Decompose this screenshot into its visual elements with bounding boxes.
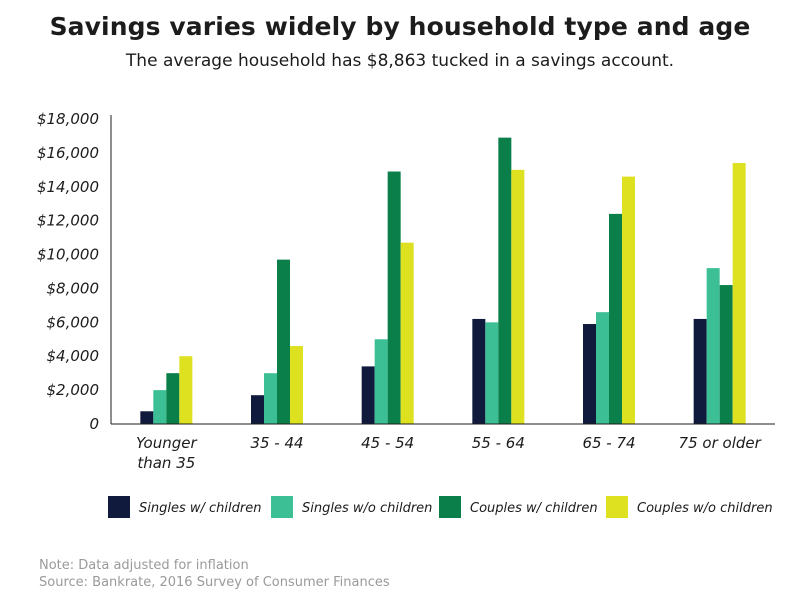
x-axis: Younger than 35 35 - 44 45 - 54 55 - 64 65 - … bbox=[111, 423, 775, 472]
legend-label: Couples w/ children bbox=[470, 501, 598, 516]
bar bbox=[264, 373, 277, 424]
y-tick-label: $18,000 bbox=[37, 110, 99, 128]
source-text: Source: Bankrate, 2016 Survey of Consume… bbox=[39, 575, 390, 590]
bar bbox=[732, 163, 746, 425]
legend-swatch bbox=[606, 496, 628, 518]
footnotes: Note: Data adjusted for inflation Source… bbox=[39, 557, 390, 591]
bar bbox=[387, 171, 401, 424]
legend-label: Singles w/ children bbox=[139, 501, 261, 516]
legend-label: Singles w/o children bbox=[302, 501, 432, 516]
y-tick-label: $16,000 bbox=[37, 144, 99, 162]
x-tick-label: 65 - 74 bbox=[582, 434, 635, 452]
bar bbox=[596, 312, 609, 424]
bar bbox=[140, 411, 154, 424]
y-tick-label: $12,000 bbox=[37, 212, 99, 230]
x-tick-label: than 35 bbox=[137, 454, 195, 472]
legend-swatch bbox=[439, 496, 461, 518]
bar bbox=[290, 346, 303, 424]
legend: Singles w/ children Singles w/o children C… bbox=[108, 496, 773, 518]
bar bbox=[166, 373, 180, 424]
legend-swatch bbox=[271, 496, 293, 518]
bar bbox=[400, 242, 414, 424]
bar bbox=[374, 339, 388, 424]
x-tick-label: 55 - 64 bbox=[472, 434, 525, 452]
bar bbox=[361, 366, 375, 424]
bar bbox=[693, 318, 707, 424]
bar bbox=[179, 356, 193, 424]
bar bbox=[485, 322, 499, 424]
y-tick-label: $4,000 bbox=[47, 347, 100, 365]
y-tick-label: $10,000 bbox=[37, 246, 99, 264]
bar bbox=[472, 318, 486, 424]
bar bbox=[622, 176, 635, 424]
bar bbox=[583, 324, 596, 424]
bar bbox=[511, 169, 525, 424]
x-tick-label: 75 or older bbox=[679, 434, 762, 452]
legend-label: Couples w/o children bbox=[637, 501, 773, 516]
y-tick-label: 0 bbox=[89, 415, 99, 433]
x-tick-label: Younger bbox=[136, 434, 197, 452]
note-text: Note: Data adjusted for inflation bbox=[39, 558, 249, 573]
legend-swatch bbox=[108, 496, 130, 518]
chart-subtitle: The average household has $8,863 tucked … bbox=[125, 51, 675, 71]
y-tick-label: $6,000 bbox=[47, 313, 100, 331]
bar bbox=[277, 259, 290, 424]
chart-title: Savings varies widely by household type … bbox=[49, 12, 751, 41]
bar bbox=[498, 137, 512, 424]
bar bbox=[719, 285, 733, 424]
y-axis: 0 $2,000 $4,000 $6,000 $8,000 $10,000 $12,000 $… bbox=[37, 110, 112, 433]
y-tick-label: $14,000 bbox=[37, 178, 99, 196]
bar bbox=[706, 268, 720, 424]
x-tick-label: 35 - 44 bbox=[250, 434, 303, 452]
y-tick-label: $2,000 bbox=[47, 381, 100, 399]
bars bbox=[140, 137, 746, 425]
x-tick-label: 45 - 54 bbox=[361, 434, 414, 452]
y-tick-label: $8,000 bbox=[47, 279, 100, 297]
bar bbox=[153, 390, 167, 424]
bar bbox=[609, 213, 622, 424]
bar bbox=[251, 395, 264, 424]
